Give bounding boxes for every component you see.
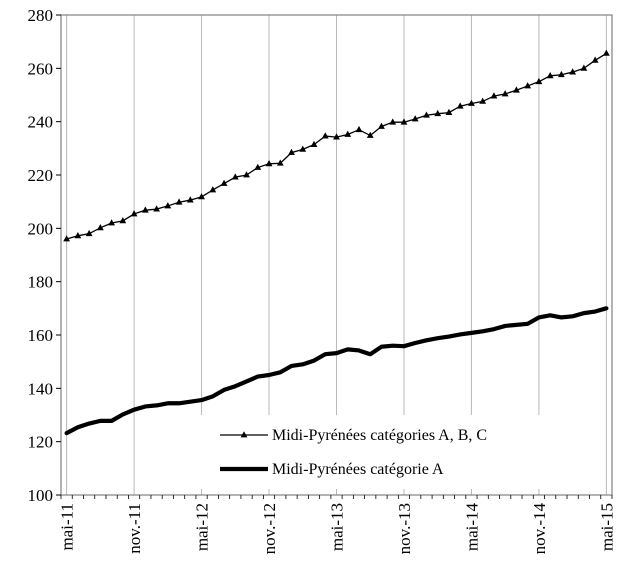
point-categories-abc: [254, 163, 262, 170]
point-categories-abc: [400, 118, 408, 125]
x-tick-label: nov.-13: [395, 503, 414, 554]
y-tick-label: 140: [28, 379, 54, 398]
point-categories-abc: [344, 130, 352, 137]
point-categories-abc: [456, 102, 464, 109]
point-categories-abc: [231, 173, 239, 180]
grid-layer: [66, 15, 607, 495]
point-categories-abc: [580, 64, 588, 71]
point-categories-abc: [108, 219, 116, 226]
point-categories-abc: [513, 86, 520, 93]
plot-frame: [60, 14, 613, 496]
point-categories-abc: [198, 193, 205, 200]
legend: Midi-Pyrénées catégories A, B, C Midi-Pyr…: [172, 415, 580, 489]
axis-layer: 100 120 140 160 180 200 220 240 260 280 mai-11 nov.…: [28, 6, 617, 554]
point-categories-abc: [96, 224, 104, 231]
point-categories-abc: [524, 82, 532, 89]
point-categories-abc: [63, 235, 71, 242]
x-tick-label: mai-14: [462, 503, 481, 552]
point-categories-abc: [119, 217, 127, 224]
y-tick-label: 260: [28, 59, 54, 78]
point-categories-abc: [569, 68, 577, 75]
point-categories-abc: [479, 97, 487, 104]
point-categories-abc: [591, 56, 599, 63]
y-tick-label: 220: [28, 166, 54, 185]
point-categories-abc: [333, 133, 340, 140]
y-tick-label: 100: [28, 486, 54, 505]
point-categories-abc: [434, 109, 442, 117]
point-categories-abc: [186, 196, 194, 203]
y-tick-label: 240: [28, 113, 54, 132]
x-tick-label: mai-13: [328, 503, 347, 551]
point-categories-abc: [175, 198, 183, 205]
point-categories-abc: [209, 186, 217, 193]
x-tick-label: nov.-12: [260, 503, 279, 554]
point-categories-abc: [501, 90, 509, 97]
point-categories-abc: [130, 210, 138, 217]
point-categories-abc: [468, 99, 475, 106]
y-tick-label: 280: [28, 6, 54, 25]
point-categories-abc: [378, 122, 385, 129]
point-categories-abc: [164, 202, 172, 209]
point-categories-abc: [546, 72, 554, 79]
point-categories-abc: [535, 77, 543, 85]
point-categories-abc: [411, 115, 419, 122]
x-tick-label: mai-15: [597, 503, 616, 551]
point-categories-abc: [299, 145, 307, 152]
point-categories-abc: [74, 232, 82, 239]
x-tick-label: mai-12: [193, 503, 212, 551]
legend-label-categorie-a: Midi-Pyrénées catégorie A: [272, 461, 444, 478]
point-categories-abc: [310, 140, 318, 147]
x-tick-label: nov.-14: [530, 503, 549, 555]
point-categories-abc: [220, 179, 228, 186]
point-categories-abc: [276, 159, 284, 166]
x-tick-label: nov.-11: [125, 503, 144, 554]
y-tick-label: 180: [28, 273, 54, 292]
y-tick-label: 120: [28, 433, 54, 452]
point-categories-abc: [602, 49, 610, 56]
legend-label-categories-abc: Midi-Pyrénées catégories A, B, C: [272, 427, 487, 444]
point-categories-abc: [265, 160, 273, 167]
point-categories-abc: [355, 125, 363, 133]
y-tick-label: 200: [28, 219, 54, 238]
point-categories-abc: [445, 108, 453, 115]
point-categories-abc: [366, 131, 374, 138]
x-tick-label: mai-11: [58, 503, 77, 551]
series-layer: [63, 49, 610, 436]
point-categories-abc: [288, 148, 295, 155]
point-categories-abc: [423, 111, 430, 118]
y-tick-label: 160: [28, 326, 54, 345]
point-categories-abc: [141, 206, 149, 213]
point-categories-abc: [153, 205, 160, 212]
point-categories-abc: [389, 118, 397, 125]
point-categories-abc: [490, 92, 498, 99]
legend-marker-categories-abc: [240, 431, 248, 438]
point-categories-abc: [243, 171, 250, 178]
series-line-categorie-a: [64, 306, 609, 436]
point-categories-abc: [557, 70, 565, 78]
point-categories-abc: [85, 229, 93, 237]
point-categories-abc: [321, 132, 329, 139]
legend-box: [172, 415, 580, 489]
